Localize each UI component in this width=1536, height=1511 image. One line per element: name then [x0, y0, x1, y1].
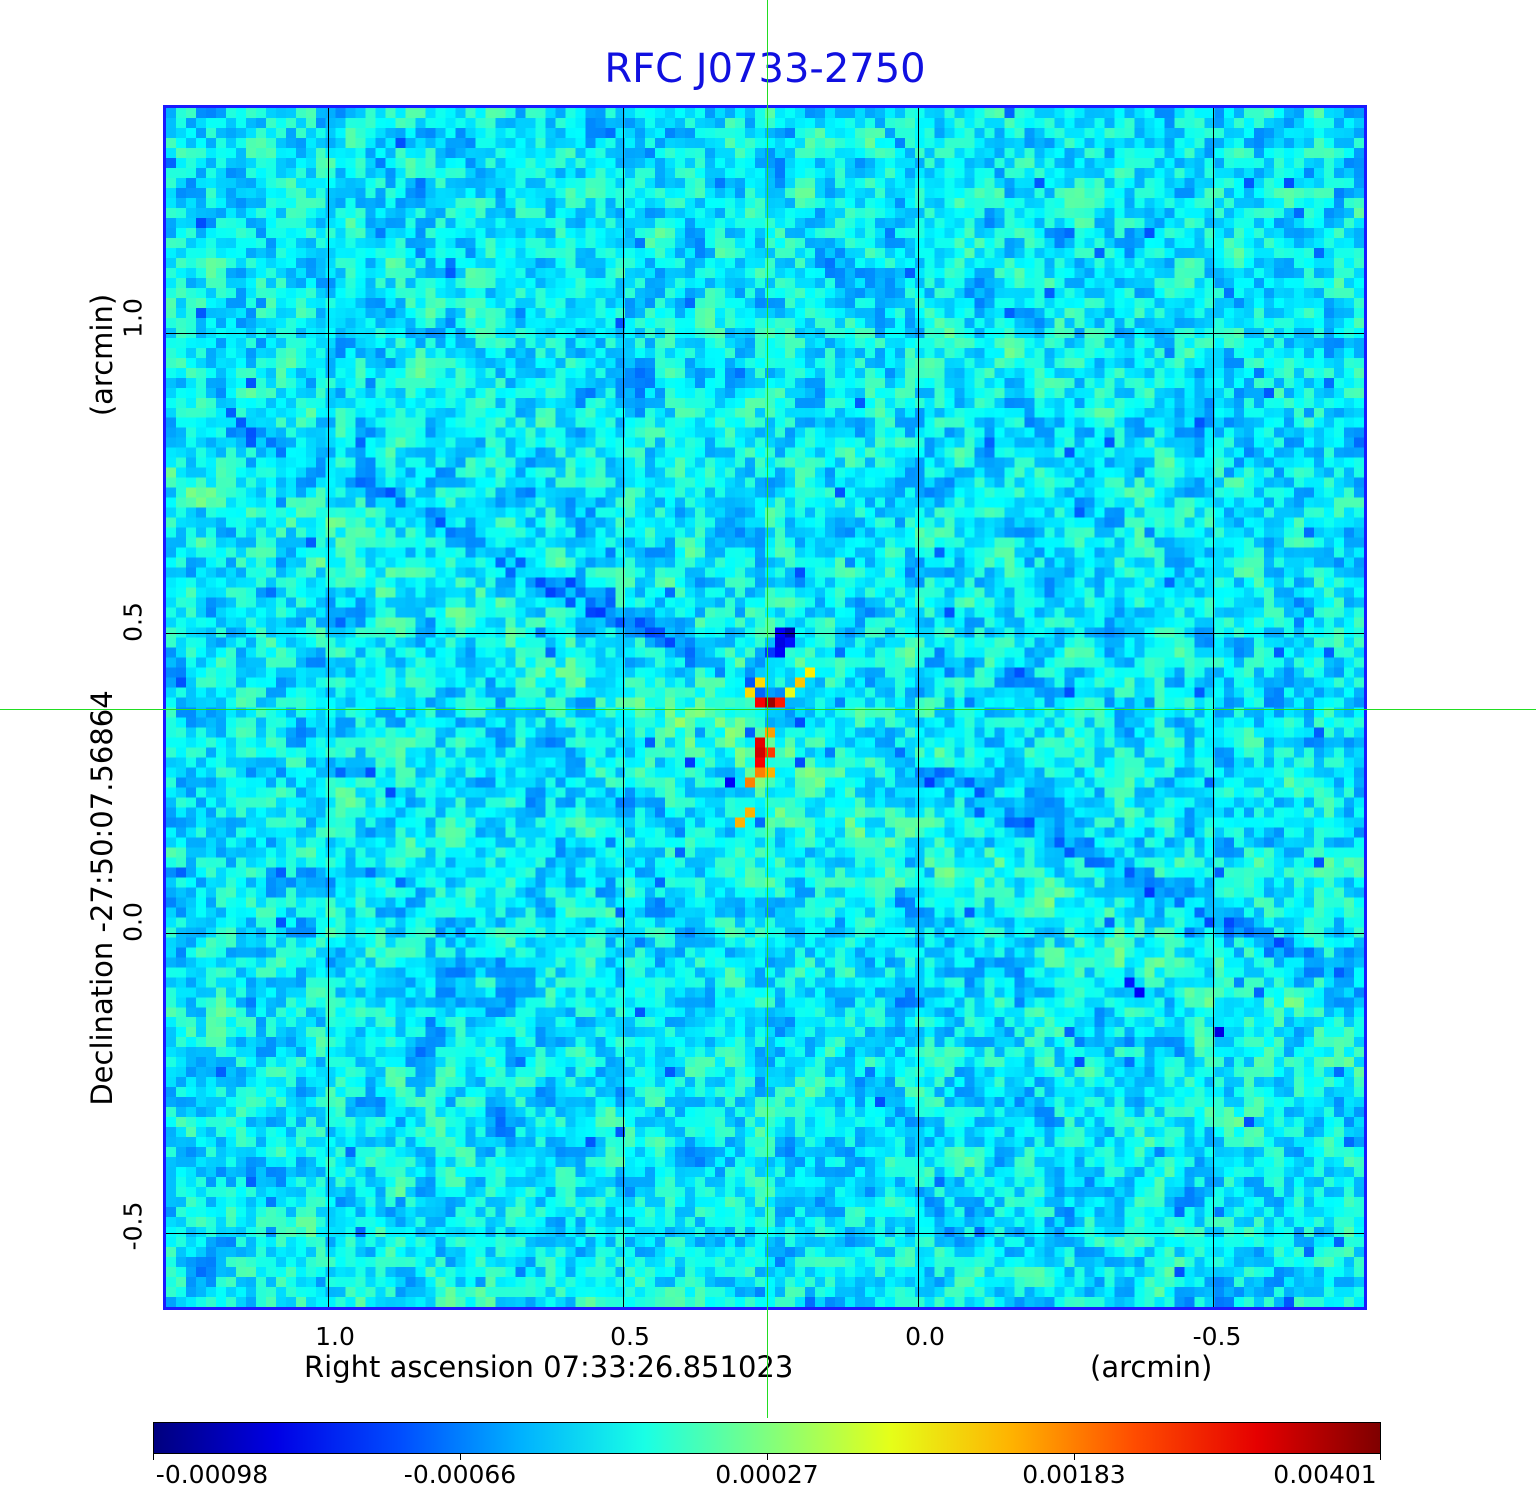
grid-line-y-0.5	[166, 633, 1364, 634]
grid-line-x-0.5	[623, 108, 624, 1307]
grid-line-x-0.0	[918, 108, 919, 1307]
x-tick-label: 1.0	[315, 1322, 355, 1351]
chart-title: RFC J0733-2750	[604, 46, 926, 92]
colorbar-tick	[1380, 1454, 1381, 1460]
grid-line-x-1.0	[328, 108, 329, 1307]
y-axis-label: Declination -27:50:07.56864	[85, 690, 119, 1106]
y-tick-label: 0.5	[118, 602, 148, 642]
crosshair-horizontal	[0, 709, 1536, 710]
grid-line-y--0.5	[166, 1233, 1364, 1234]
x-tick-label: 0.5	[610, 1322, 650, 1351]
y-tick-label: 0.0	[118, 902, 148, 942]
colorbar-tick-label: -0.00066	[403, 1460, 517, 1489]
colorbar-tick-label: -0.00098	[155, 1460, 269, 1489]
y-tick-label: 1.0	[118, 298, 148, 338]
colorbar-tick	[1074, 1454, 1075, 1460]
colorbar-tick	[153, 1454, 154, 1460]
x-axis-unit: (arcmin)	[1090, 1350, 1213, 1384]
x-axis-label: Right ascension 07:33:26.851023	[304, 1350, 794, 1384]
x-tick-label: 0.0	[905, 1322, 945, 1351]
colorbar-tick-label: 0.00027	[715, 1460, 819, 1489]
y-tick-label: -0.5	[118, 1201, 148, 1251]
x-tick-label: -0.5	[1192, 1322, 1242, 1351]
colorbar-tick-label: 0.00401	[1273, 1460, 1377, 1489]
grid-line-x--0.5	[1213, 108, 1214, 1307]
colorbar-tick	[460, 1454, 461, 1460]
y-axis-unit: (arcmin)	[85, 293, 119, 417]
heatmap-plot-area	[163, 105, 1367, 1310]
grid-line-y-0.0	[166, 933, 1364, 934]
colorbar-tick	[767, 1454, 768, 1460]
colorbar-tick-label: 0.00183	[1022, 1460, 1126, 1489]
grid-line-y-1.0	[166, 333, 1364, 334]
heatmap-image	[166, 108, 1364, 1307]
colorbar	[153, 1422, 1381, 1454]
